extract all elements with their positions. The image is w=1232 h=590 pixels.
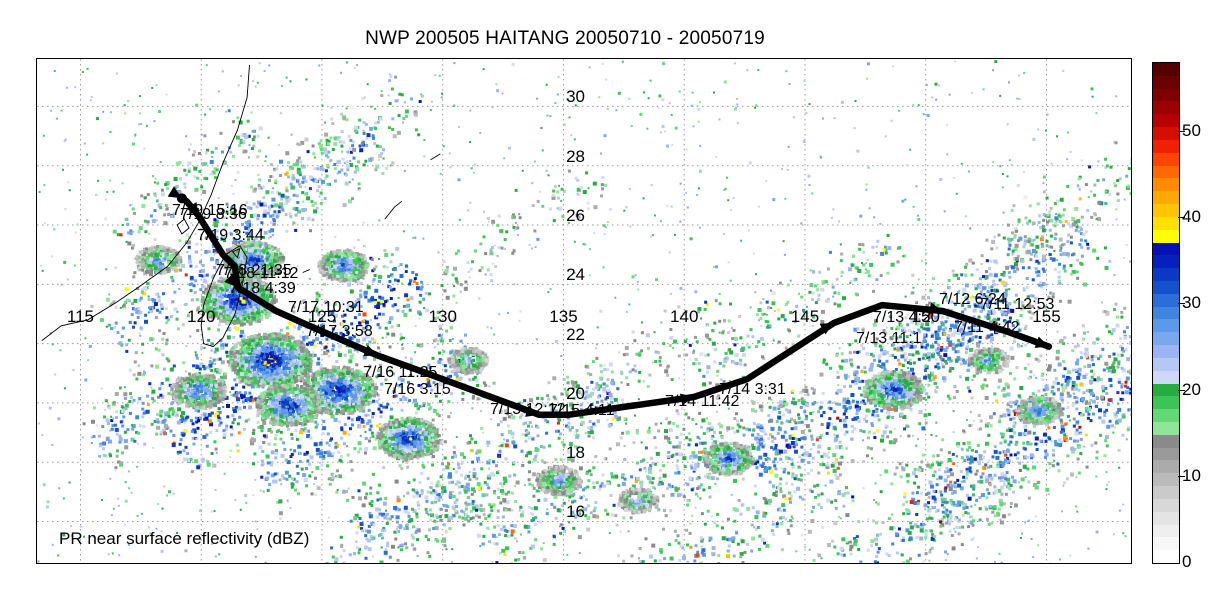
colorbar-band [1153, 497, 1179, 512]
x-axis-tick-label: 140 [670, 306, 699, 326]
x-axis-tick-label: 115 [66, 306, 95, 326]
track-time-label: 7/14 11:42 [665, 393, 740, 410]
colorbar-band [1153, 266, 1179, 281]
colorbar-band [1153, 292, 1179, 307]
track-time-label: 7/19 15:16 [172, 202, 248, 219]
colorbar-band [1153, 317, 1179, 333]
x-axis-tick-label: 135 [549, 306, 578, 326]
y-axis-tick-label: 20 [566, 383, 586, 403]
map-clip [37, 59, 1131, 563]
colorbar [1152, 62, 1180, 564]
colorbar-band [1153, 407, 1179, 422]
colorbar-band [1153, 343, 1179, 358]
colorbar-band [1153, 458, 1179, 474]
colorbar-band [1153, 471, 1179, 487]
y-axis-tick-label: 18 [566, 443, 586, 463]
track-time-label: 7/11 4:42 [954, 319, 1020, 336]
colorbar-tick-label: 20 [1182, 379, 1201, 399]
track-time-label: 7/18 11:12 [224, 265, 299, 282]
reflectivity-field [37, 60, 1131, 563]
colorbar-band [1153, 433, 1179, 448]
y-axis-tick-label: 30 [566, 87, 586, 107]
colorbar-band [1153, 253, 1179, 269]
y-axis-tick-label: 24 [566, 265, 586, 285]
colorbar-band [1153, 163, 1179, 179]
x-axis-tick-label: 145 [790, 306, 820, 326]
colorbar-band [1153, 112, 1179, 128]
x-axis-tick-label: 155 [1032, 306, 1061, 326]
colorbar-band [1153, 215, 1179, 230]
track-time-label: 7/13 4:2 [873, 309, 931, 326]
x-axis-tick-label: 150 [911, 306, 940, 326]
colorbar-band [1153, 87, 1179, 102]
colorbar-band [1153, 99, 1179, 115]
colorbar-band [1153, 394, 1179, 410]
track-time-label: 7/11 12:53 [980, 296, 1055, 313]
colorbar-tick-mark [1178, 217, 1185, 219]
coastline-layer [41, 64, 441, 348]
colorbar-tick-label: 40 [1182, 207, 1201, 227]
figure-title: NWP 200505 HAITANG 20050710 - 20050719 [365, 28, 765, 49]
colorbar-band [1153, 138, 1179, 153]
colorbar-tick-label: 10 [1182, 465, 1201, 485]
colorbar-band [1153, 202, 1179, 217]
colorbar-band [1153, 548, 1179, 563]
x-axis-tick-label: 120 [187, 306, 216, 326]
y-axis-tick-label: 26 [566, 206, 586, 226]
colorbar-band [1153, 510, 1179, 525]
track-time-label: 7/19 8:36 [180, 206, 247, 223]
colorbar-band [1153, 522, 1179, 538]
colorbar-band [1153, 279, 1179, 294]
colorbar-band [1153, 381, 1179, 397]
colorbar-band [1153, 484, 1179, 499]
colorbar-tick-label: 50 [1182, 120, 1201, 140]
y-axis-tick-label: 22 [566, 324, 586, 344]
track-time-label: 7/17 3:58 [306, 323, 373, 340]
colorbar-tick-mark [1178, 389, 1185, 391]
colorbar-band [1153, 330, 1179, 346]
track-time-label: 7/19 3:44 [197, 227, 264, 244]
track-time-label: 7/15 12:12 [490, 401, 566, 418]
track-time-label: 7/16 3:15 [384, 381, 451, 398]
colorbar-band [1153, 240, 1179, 256]
colorbar-band [1153, 356, 1179, 371]
track-time-label: 7/16 11:25 [363, 364, 438, 381]
track-time-label: 7/13 11:1 [856, 330, 922, 347]
track-time-label: 7/15 4:11 [549, 402, 615, 419]
colorbar-tick-mark [1178, 303, 1185, 305]
colorbar-band [1153, 176, 1179, 192]
colorbar-band [1153, 446, 1179, 461]
track-time-label: 7/18 4:39 [229, 280, 296, 297]
colorbar-band [1153, 369, 1179, 384]
track-time-label: 7/18 21:35 [216, 262, 292, 279]
storm-track [167, 186, 1053, 419]
colorbar-band [1153, 228, 1179, 243]
colorbar-band [1153, 305, 1179, 320]
colorbar-band [1153, 125, 1179, 140]
colorbar-tick-mark [1178, 130, 1185, 132]
x-axis-tick-label: 130 [428, 306, 457, 326]
y-axis-tick-label: 28 [566, 146, 586, 166]
track-time-label: 7/12 6:24 [939, 291, 1006, 308]
track-time-label: 7/14 3:31 [719, 381, 786, 398]
colorbar-tick-label: 30 [1182, 293, 1201, 313]
track-time-label: 7/17 10:31 [288, 299, 364, 316]
map-plot-area: 115 120 125 130 135 140 145 150 155 30 28 26 24 22 20 1… [36, 58, 1132, 564]
colorbar-band [1153, 420, 1179, 435]
colorbar-band [1153, 63, 1179, 76]
colorbar-band [1153, 535, 1179, 551]
field-caption: PR near surface reflectivity (dBZ) [59, 529, 310, 548]
colorbar-tick-mark [1178, 475, 1185, 477]
y-axis-tick-label: 16 [566, 502, 586, 522]
colorbar-band [1153, 151, 1179, 166]
colorbar-band [1153, 74, 1179, 89]
colorbar-tick-label: 0 [1182, 552, 1192, 571]
x-axis-tick-label: 125 [307, 306, 337, 326]
colorbar-band [1153, 189, 1179, 205]
